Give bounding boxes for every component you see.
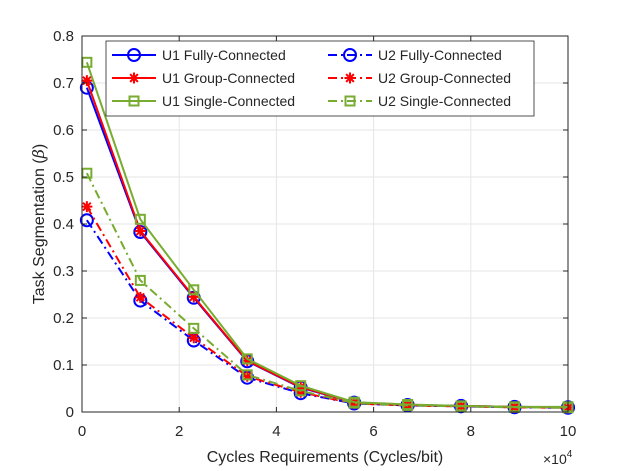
series-line — [85, 172, 569, 409]
x-tick-label: 4 — [272, 423, 280, 440]
y-tick-label: 0.6 — [53, 122, 74, 139]
x-tick-label: 10 — [560, 423, 577, 440]
y-tick-label: 0.1 — [53, 357, 74, 374]
y-axis-label-text: Task Segmentation ( — [31, 158, 48, 305]
star-marker — [241, 370, 253, 382]
circle-marker — [79, 213, 94, 228]
legend-star-marker — [344, 72, 356, 84]
star-marker — [81, 201, 93, 213]
y-tick-label: 0.3 — [53, 263, 74, 280]
legend-entry: U2 Fully-Connected — [328, 47, 502, 63]
y-axis-label-close: ) — [31, 144, 48, 149]
star-marker-shape — [81, 201, 93, 213]
y-tick-label: 0.2 — [53, 310, 74, 327]
legend-entry: U2 Single-Connected — [328, 93, 511, 109]
legend-label: U2 Single-Connected — [378, 93, 511, 109]
star-marker — [134, 225, 146, 237]
series-u2-single-connected — [81, 167, 574, 414]
legend-label: U1 Single-Connected — [162, 93, 295, 109]
series-line — [86, 219, 569, 409]
y-tick-label: 0.4 — [53, 216, 74, 233]
star-marker-shape — [128, 72, 140, 84]
legend-entry: U1 Single-Connected — [112, 93, 295, 109]
y-tick-label: 0.5 — [53, 169, 74, 186]
ticks — [81, 35, 569, 413]
star-marker-shape — [134, 291, 146, 303]
star-marker — [188, 332, 200, 344]
square-marker — [241, 369, 253, 381]
y-axis-label-symbol: β — [29, 149, 48, 159]
square-marker — [241, 353, 253, 365]
x-tick-label: 2 — [175, 423, 183, 440]
star-marker — [241, 355, 253, 367]
star-marker-shape — [188, 291, 200, 303]
square-marker — [455, 400, 467, 412]
legend-square-marker — [344, 95, 356, 107]
x-tick-label: 0 — [78, 423, 86, 440]
star-marker — [188, 291, 200, 303]
series-layer — [79, 56, 575, 415]
star-marker — [81, 75, 93, 87]
x-multiplier-exp: 4 — [567, 449, 573, 460]
star-marker-shape — [348, 398, 360, 410]
star-marker-shape — [241, 355, 253, 367]
square-marker — [188, 322, 200, 334]
legend-entry: U1 Fully-Connected — [112, 47, 286, 63]
y-tick-label: 0 — [66, 404, 74, 421]
star-marker — [134, 291, 146, 303]
square-marker — [348, 397, 360, 409]
series-line — [85, 61, 568, 408]
legend-circle-marker — [127, 48, 141, 62]
legend-star-marker — [128, 72, 140, 84]
star-marker-shape — [241, 370, 253, 382]
star-marker-shape — [295, 386, 307, 398]
star-marker — [348, 398, 360, 410]
legend-label: U2 Group-Connected — [378, 70, 511, 86]
y-tick-label: 0.8 — [53, 28, 74, 45]
legend-entry: U2 Group-Connected — [328, 70, 511, 86]
legend-label: U1 Group-Connected — [162, 70, 295, 86]
square-marker — [188, 284, 200, 296]
star-marker-shape — [134, 225, 146, 237]
square-marker — [134, 213, 146, 225]
x-multiplier: ×104 — [543, 449, 573, 467]
legend-label: U2 Fully-Connected — [378, 47, 502, 63]
x-axis-label: Cycles Requirements (Cycles/bit) — [207, 449, 444, 466]
star-marker-shape — [344, 72, 356, 84]
x-tick-label: 8 — [467, 423, 475, 440]
legend-label: U1 Fully-Connected — [162, 47, 286, 63]
star-marker-shape — [81, 75, 93, 87]
star-marker-shape — [188, 332, 200, 344]
legend-entry: U1 Group-Connected — [112, 70, 295, 86]
square-marker — [134, 274, 146, 286]
square-marker — [402, 399, 414, 411]
tick-labels: 0 2 4 6 8 10 0 0.1 0.2 0.3 0.4 0.5 0.6 0.7 0.8 — [53, 28, 576, 440]
legend: U1 Fully-Connected U2 Fully-Connected U1 G… — [105, 40, 535, 117]
x-multiplier-base: ×10 — [543, 451, 567, 467]
x-tick-label: 6 — [369, 423, 377, 440]
star-marker — [295, 386, 307, 398]
y-axis-label: Task Segmentation (β) — [29, 144, 48, 304]
y-tick-label: 0.7 — [53, 75, 74, 92]
legend-circle-marker — [343, 48, 357, 62]
square-marker — [295, 385, 307, 397]
legend-square-marker — [128, 95, 140, 107]
legend-box — [105, 40, 535, 117]
